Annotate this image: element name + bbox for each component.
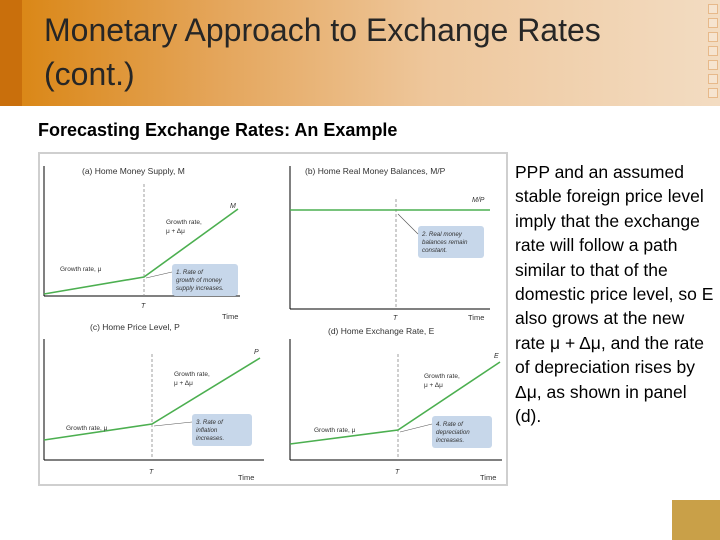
panel-d-note-box: [432, 416, 492, 448]
slide-title: Monetary Approach to Exchange Rates (con…: [44, 8, 694, 96]
panel-a-time-label: Time: [222, 312, 238, 321]
title-accent-strip: [0, 0, 22, 106]
panel-b-note-3: constant.: [422, 247, 447, 254]
panel-b-t-label: T: [393, 315, 398, 322]
panel-d-growth-after-2: μ + Δμ: [424, 382, 443, 389]
panel-b-note-box: [418, 226, 484, 258]
panel-d-curve: [289, 361, 501, 445]
panel-a-growth-before: Growth rate, μ: [60, 266, 102, 273]
panel-c-note-box: [192, 414, 252, 446]
panel-c-t-label: T: [149, 469, 154, 476]
panel-a-growth-after-1: Growth rate,: [166, 219, 202, 226]
panel-c-time-label: Time: [238, 473, 254, 482]
corner-accent-box: [672, 500, 720, 540]
panel-d-note-2: depreciation: [436, 429, 470, 436]
panel-d-growth-before: Growth rate, μ: [314, 427, 356, 434]
panel-d-note-pointer: [399, 423, 433, 433]
corner-square: [708, 60, 718, 70]
corner-square: [708, 4, 718, 14]
panel-a: (a) Home Money Supply, M M Growth rate, …: [43, 166, 240, 321]
panel-d-t-label: T: [395, 469, 400, 476]
panel-a-t-label: T: [141, 303, 146, 310]
panel-b: (b) Home Real Money Balances, M/P M/P 2.…: [289, 166, 490, 322]
panel-a-note-2: growth of money: [176, 277, 223, 284]
panel-c-growth-after-1: Growth rate,: [174, 371, 210, 378]
panel-b-time-label: Time: [468, 313, 484, 322]
corner-square: [708, 46, 718, 56]
panel-d: (d) Home Exchange Rate, E E Growth rate,…: [289, 326, 502, 482]
panel-d-curve-label: E: [494, 353, 499, 360]
panel-c-title: (c) Home Price Level, P: [90, 322, 180, 332]
figure-four-panels: (a) Home Money Supply, M M Growth rate, …: [38, 152, 508, 486]
panel-c: (c) Home Price Level, P P Growth rate, μ…: [43, 322, 264, 482]
panel-a-note-3: supply increases.: [176, 285, 224, 292]
panel-c-note-3: increases.: [196, 435, 224, 442]
panel-c-growth-before: Growth rate, μ: [66, 425, 108, 432]
panel-b-note-1: 2. Real money: [421, 231, 463, 238]
slide-body-text: PPP and an assumed stable foreign price …: [515, 162, 714, 427]
panel-c-note-1: 3. Rate of: [196, 419, 224, 426]
panel-c-curve-label: P: [254, 349, 259, 356]
panel-a-note-1: 1. Rate of: [176, 269, 204, 276]
panel-a-curve-label: M: [230, 203, 236, 210]
panel-a-note-box: [172, 264, 238, 296]
slide-subtitle: Forecasting Exchange Rates: An Example: [38, 120, 398, 140]
panel-d-note-1: 4. Rate of: [436, 421, 464, 428]
panel-b-curve-label: M/P: [472, 197, 485, 204]
panel-b-note-2: balances remain: [422, 239, 468, 246]
corner-square: [708, 32, 718, 42]
slide-title-line2: (cont.): [44, 56, 135, 92]
panel-d-title: (d) Home Exchange Rate, E: [328, 326, 435, 336]
panel-a-note-pointer: [145, 271, 173, 279]
panel-a-title: (a) Home Money Supply, M: [82, 166, 185, 176]
corner-square: [708, 18, 718, 28]
panel-b-title: (b) Home Real Money Balances, M/P: [305, 166, 446, 176]
corner-decoration: [708, 0, 720, 106]
panel-c-growth-after-2: μ + Δμ: [174, 380, 193, 387]
panel-c-note-2: inflation: [196, 427, 218, 434]
slide-title-line1: Monetary Approach to Exchange Rates: [44, 12, 601, 48]
corner-square: [708, 88, 718, 98]
panel-d-growth-after-1: Growth rate,: [424, 373, 460, 380]
title-bar: [0, 0, 720, 106]
panel-c-curve: [43, 357, 261, 441]
panel-a-curve: [43, 208, 239, 295]
panel-d-time-label: Time: [480, 473, 496, 482]
panel-a-growth-after-2: μ + Δμ: [166, 228, 185, 235]
panel-b-note-pointer: [397, 213, 419, 235]
figure-svg: (a) Home Money Supply, M M Growth rate, …: [43, 166, 502, 482]
panel-d-note-3: increases.: [436, 437, 464, 444]
panel-c-note-pointer: [153, 421, 193, 427]
corner-square: [708, 74, 718, 84]
